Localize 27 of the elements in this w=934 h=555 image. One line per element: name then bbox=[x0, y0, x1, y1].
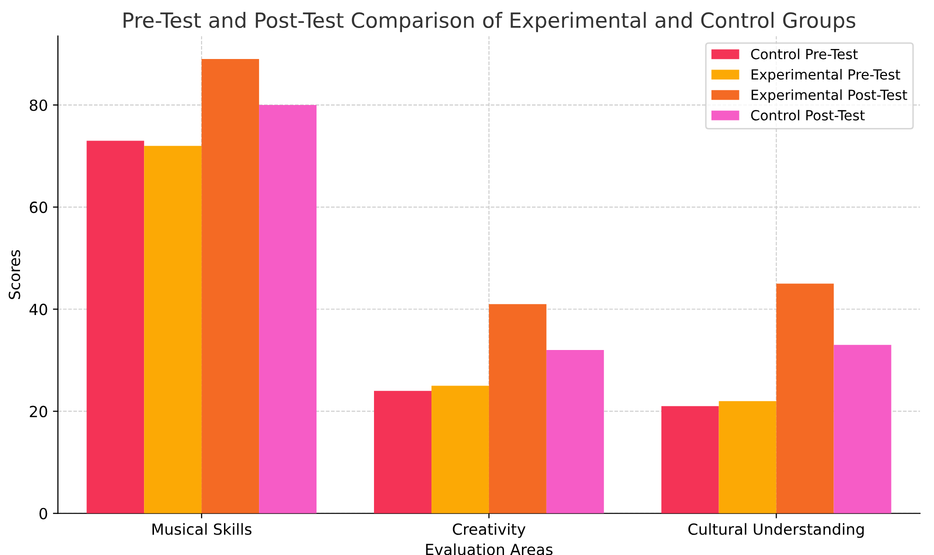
bar bbox=[776, 284, 834, 514]
bar bbox=[661, 406, 719, 514]
y-tick-label: 80 bbox=[30, 99, 48, 112]
bar bbox=[86, 140, 144, 514]
legend-label: Experimental Post-Test bbox=[752, 89, 908, 103]
legend-label: Control Post-Test bbox=[751, 110, 865, 120]
legend-label: Experimental Pre-Test bbox=[752, 68, 900, 82]
bar bbox=[488, 304, 546, 514]
y-tick-label: 0 bbox=[39, 508, 48, 520]
bar bbox=[546, 350, 604, 514]
x-tick-label: Creativity bbox=[452, 523, 526, 538]
bar bbox=[431, 386, 489, 514]
bar bbox=[834, 344, 892, 514]
x-axis-title: Evaluation Areas bbox=[426, 543, 552, 555]
y-tick-label: 60 bbox=[30, 202, 48, 214]
chart-title: Pre-Test and Post-Test Comparison of Experimental and Control Groups bbox=[124, 12, 856, 32]
y-axis-title: Scores bbox=[8, 250, 20, 300]
bar bbox=[144, 146, 202, 514]
x-tick-label: Cultural Understanding bbox=[688, 523, 864, 538]
y-tick-label: 20 bbox=[30, 406, 48, 418]
bar bbox=[259, 104, 317, 514]
x-tick-label: Musical Skills bbox=[152, 523, 252, 535]
legend-label: Control Pre-Test bbox=[751, 48, 858, 60]
bar bbox=[374, 390, 432, 514]
bar bbox=[718, 401, 776, 514]
y-tick-label: 40 bbox=[29, 304, 48, 316]
bar bbox=[202, 59, 260, 514]
